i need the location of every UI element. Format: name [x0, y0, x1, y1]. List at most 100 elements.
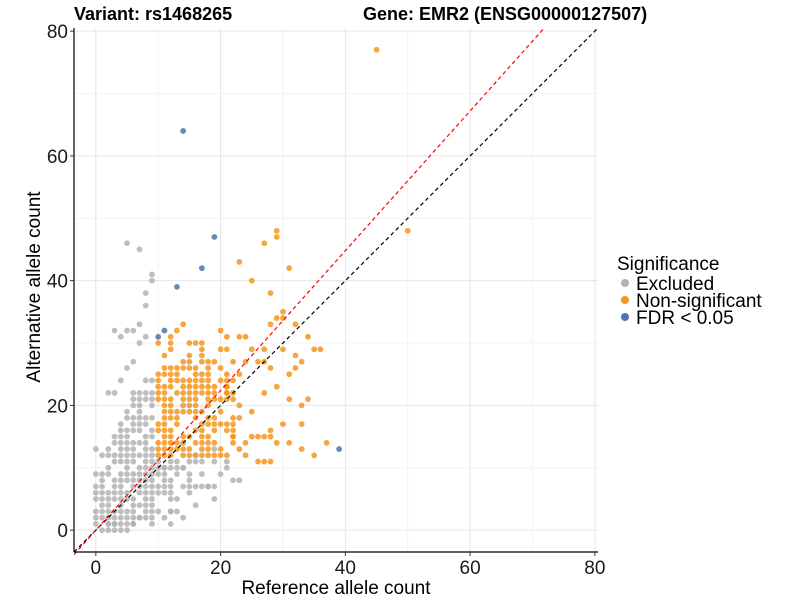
point-excluded	[149, 502, 155, 509]
point-non-significant	[280, 346, 286, 353]
point-excluded	[205, 483, 212, 490]
point-non-significant	[205, 390, 212, 396]
point-excluded	[130, 471, 137, 477]
point-non-significant	[192, 365, 199, 371]
point-non-significant	[155, 340, 162, 346]
point-excluded	[99, 502, 105, 509]
point-non-significant	[180, 383, 187, 390]
point-excluded	[117, 527, 124, 534]
point-fdr-0-05	[198, 265, 205, 272]
x-ticks: 0 20 40 60 80	[91, 552, 605, 579]
point-excluded	[149, 521, 155, 527]
point-excluded	[155, 483, 162, 490]
point-non-significant	[236, 371, 243, 378]
point-excluded	[136, 439, 143, 446]
point-non-significant	[217, 377, 224, 384]
point-excluded	[142, 396, 149, 403]
point-non-significant	[205, 439, 212, 446]
point-non-significant	[180, 446, 187, 452]
point-excluded	[111, 433, 118, 440]
point-excluded	[111, 496, 118, 502]
point-excluded	[136, 402, 143, 409]
legend-swatch-fdr	[621, 313, 629, 321]
point-excluded	[236, 477, 243, 484]
point-excluded	[136, 427, 143, 434]
point-non-significant	[273, 383, 280, 390]
point-non-significant	[223, 390, 230, 396]
point-non-significant	[186, 352, 193, 359]
point-non-significant	[186, 383, 193, 390]
point-excluded	[223, 458, 230, 465]
point-non-significant	[192, 439, 199, 446]
point-excluded	[136, 321, 143, 328]
point-non-significant	[174, 390, 180, 396]
point-non-significant	[174, 414, 180, 421]
point-excluded	[136, 452, 143, 459]
point-excluded	[105, 471, 112, 477]
point-non-significant	[248, 408, 255, 415]
point-excluded	[186, 471, 193, 477]
point-non-significant	[167, 340, 174, 346]
point-non-significant	[311, 452, 318, 459]
point-excluded	[130, 390, 137, 396]
point-excluded	[117, 514, 124, 521]
point-non-significant	[198, 390, 205, 396]
point-excluded	[192, 483, 199, 490]
y-axis-label: Alternative allele count	[24, 191, 45, 383]
point-excluded	[167, 483, 174, 490]
point-non-significant	[211, 383, 218, 390]
point-excluded	[130, 439, 137, 446]
point-excluded	[142, 514, 149, 521]
point-non-significant	[248, 433, 255, 440]
point-non-significant	[174, 365, 180, 371]
point-non-significant	[236, 446, 243, 452]
point-non-significant	[261, 458, 268, 465]
point-non-significant	[255, 458, 261, 465]
point-non-significant	[242, 452, 249, 459]
point-excluded	[167, 477, 174, 484]
point-non-significant	[167, 408, 174, 415]
reference-lines	[73, 27, 599, 556]
point-excluded	[149, 496, 155, 502]
point-excluded	[136, 396, 143, 403]
point-excluded	[149, 390, 155, 396]
y-tick-label: 60	[47, 147, 68, 168]
point-excluded	[130, 502, 137, 509]
point-excluded	[92, 508, 99, 515]
point-excluded	[111, 327, 118, 334]
point-fdr-0-05	[180, 128, 187, 134]
point-non-significant	[236, 333, 243, 340]
point-excluded	[111, 390, 118, 396]
point-non-significant	[167, 383, 174, 390]
point-non-significant	[217, 408, 224, 415]
point-excluded	[99, 514, 105, 521]
point-excluded	[136, 408, 143, 415]
point-excluded	[117, 521, 124, 527]
point-excluded	[117, 489, 124, 496]
point-excluded	[192, 458, 199, 465]
point-excluded	[149, 396, 155, 403]
point-non-significant	[192, 452, 199, 459]
point-excluded	[117, 377, 124, 384]
point-non-significant	[286, 439, 293, 446]
point-excluded	[161, 477, 168, 484]
point-excluded	[92, 471, 99, 477]
point-excluded	[130, 421, 137, 428]
point-non-significant	[248, 277, 255, 284]
point-non-significant	[186, 390, 193, 396]
point-non-significant	[186, 408, 193, 415]
point-non-significant	[174, 327, 180, 334]
axes	[73, 28, 598, 553]
point-excluded	[111, 477, 118, 484]
points-layer	[92, 46, 411, 534]
point-excluded	[124, 327, 130, 334]
point-excluded	[149, 452, 155, 459]
point-excluded	[149, 489, 155, 496]
point-non-significant	[236, 414, 243, 421]
point-non-significant	[161, 452, 168, 459]
point-excluded	[99, 483, 105, 490]
point-non-significant	[298, 446, 305, 452]
point-excluded	[167, 496, 174, 502]
point-non-significant	[373, 46, 380, 53]
point-excluded	[136, 340, 143, 346]
